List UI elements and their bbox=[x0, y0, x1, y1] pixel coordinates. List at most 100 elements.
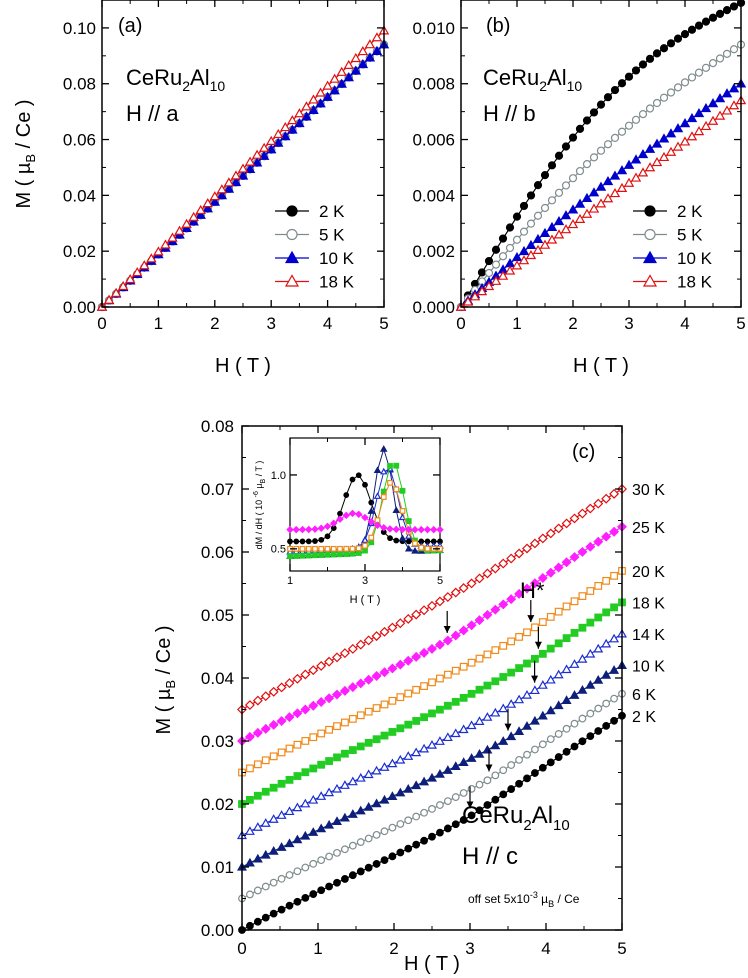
data-point bbox=[363, 674, 374, 685]
data-point bbox=[582, 116, 592, 125]
x-tick-label: 5 bbox=[617, 939, 626, 958]
inset-data-point bbox=[349, 550, 356, 557]
data-point bbox=[574, 198, 586, 208]
data-point bbox=[387, 758, 398, 768]
data-point bbox=[533, 181, 543, 190]
inset-data-point bbox=[417, 525, 425, 534]
data-point bbox=[561, 181, 571, 190]
data-point bbox=[188, 216, 199, 226]
data-point bbox=[673, 83, 683, 92]
data-point bbox=[553, 215, 565, 226]
inset-data-point bbox=[361, 536, 369, 543]
data-point bbox=[420, 808, 428, 817]
panel-b-label: (b) bbox=[486, 15, 510, 37]
data-point bbox=[483, 801, 492, 809]
data-point bbox=[659, 44, 669, 53]
series-label: 18 K bbox=[632, 595, 665, 612]
data-point bbox=[371, 798, 382, 808]
x-tick-label: 3 bbox=[465, 939, 474, 958]
x-tick-label: 3 bbox=[624, 314, 633, 333]
data-point bbox=[538, 618, 547, 627]
data-point bbox=[609, 488, 620, 499]
data-point bbox=[672, 141, 684, 151]
data-point bbox=[570, 742, 579, 751]
data-point bbox=[474, 615, 485, 626]
data-point bbox=[483, 650, 492, 659]
data-point bbox=[561, 557, 572, 568]
hstar-label: H* bbox=[520, 578, 545, 603]
data-point bbox=[728, 100, 740, 110]
data-point bbox=[343, 59, 354, 69]
data-point bbox=[652, 98, 662, 108]
data-point bbox=[434, 596, 445, 607]
data-point bbox=[260, 691, 271, 702]
data-point bbox=[269, 752, 278, 761]
panel-b: 0 1 2 3 4 5 0.000 0.002 0.004 0.006 0.008 0.010 (b)… bbox=[412, 0, 747, 377]
data-point bbox=[624, 121, 634, 130]
data-point bbox=[427, 643, 437, 654]
data-point bbox=[707, 98, 719, 108]
inset-data-point bbox=[367, 507, 376, 514]
panel-a: 0 1 2 3 4 5 0.00 0.02 0.04 0.06 0.08 0.10 (a) CeRu2… bbox=[13, 0, 390, 377]
data-point bbox=[589, 153, 599, 162]
data-point bbox=[531, 745, 539, 754]
inset-data-point bbox=[424, 545, 431, 552]
data-point bbox=[539, 227, 551, 237]
data-point bbox=[333, 878, 341, 887]
inset-data-point bbox=[399, 508, 406, 514]
panel-a-ylabel: M ( µB / Ce ) bbox=[13, 99, 38, 208]
data-point bbox=[451, 697, 460, 706]
data-point bbox=[658, 151, 670, 162]
data-point bbox=[687, 25, 697, 34]
data-point bbox=[482, 712, 493, 721]
data-point bbox=[308, 104, 319, 114]
data-point bbox=[507, 785, 516, 793]
data-point bbox=[285, 901, 294, 910]
data-point bbox=[529, 715, 540, 725]
data-point bbox=[387, 663, 398, 674]
data-point bbox=[603, 93, 613, 102]
data-point bbox=[506, 699, 517, 708]
data-point bbox=[581, 208, 593, 218]
inset-data-point bbox=[293, 553, 300, 559]
inset-data-point bbox=[355, 472, 362, 479]
data-point bbox=[529, 578, 540, 589]
data-point bbox=[610, 603, 618, 612]
series-label: 14 K bbox=[632, 627, 665, 644]
data-point bbox=[515, 632, 523, 641]
panel-c-field-direction: H // c bbox=[462, 843, 518, 870]
data-point bbox=[412, 717, 421, 725]
data-point bbox=[616, 182, 628, 192]
data-point bbox=[577, 653, 588, 663]
data-point bbox=[300, 830, 311, 840]
panel-b-field-direction: H // b bbox=[483, 101, 536, 126]
data-point bbox=[554, 151, 564, 160]
data-point bbox=[139, 260, 150, 270]
data-point bbox=[491, 677, 500, 686]
data-point bbox=[160, 239, 171, 249]
data-point bbox=[498, 736, 509, 745]
data-point bbox=[348, 871, 357, 880]
data-point bbox=[269, 909, 278, 918]
data-point bbox=[246, 921, 254, 930]
data-point bbox=[258, 142, 270, 152]
y-tick-label: 0.08 bbox=[201, 417, 234, 436]
inset-data-point bbox=[362, 481, 368, 488]
data-point bbox=[518, 255, 530, 265]
data-point bbox=[602, 576, 611, 585]
data-point bbox=[714, 110, 726, 120]
hstar-arrowhead bbox=[443, 625, 451, 633]
data-point bbox=[484, 256, 494, 266]
y-tick-label: 0.04 bbox=[201, 669, 234, 688]
data-point bbox=[371, 45, 383, 55]
data-point bbox=[523, 750, 531, 759]
data-point bbox=[355, 678, 366, 689]
data-point bbox=[269, 783, 278, 792]
inset-data-point bbox=[318, 552, 325, 558]
data-point bbox=[562, 634, 571, 643]
data-point bbox=[443, 824, 452, 833]
data-point bbox=[575, 166, 585, 176]
data-point bbox=[347, 776, 358, 786]
data-point bbox=[450, 761, 461, 770]
data-point bbox=[347, 809, 358, 818]
